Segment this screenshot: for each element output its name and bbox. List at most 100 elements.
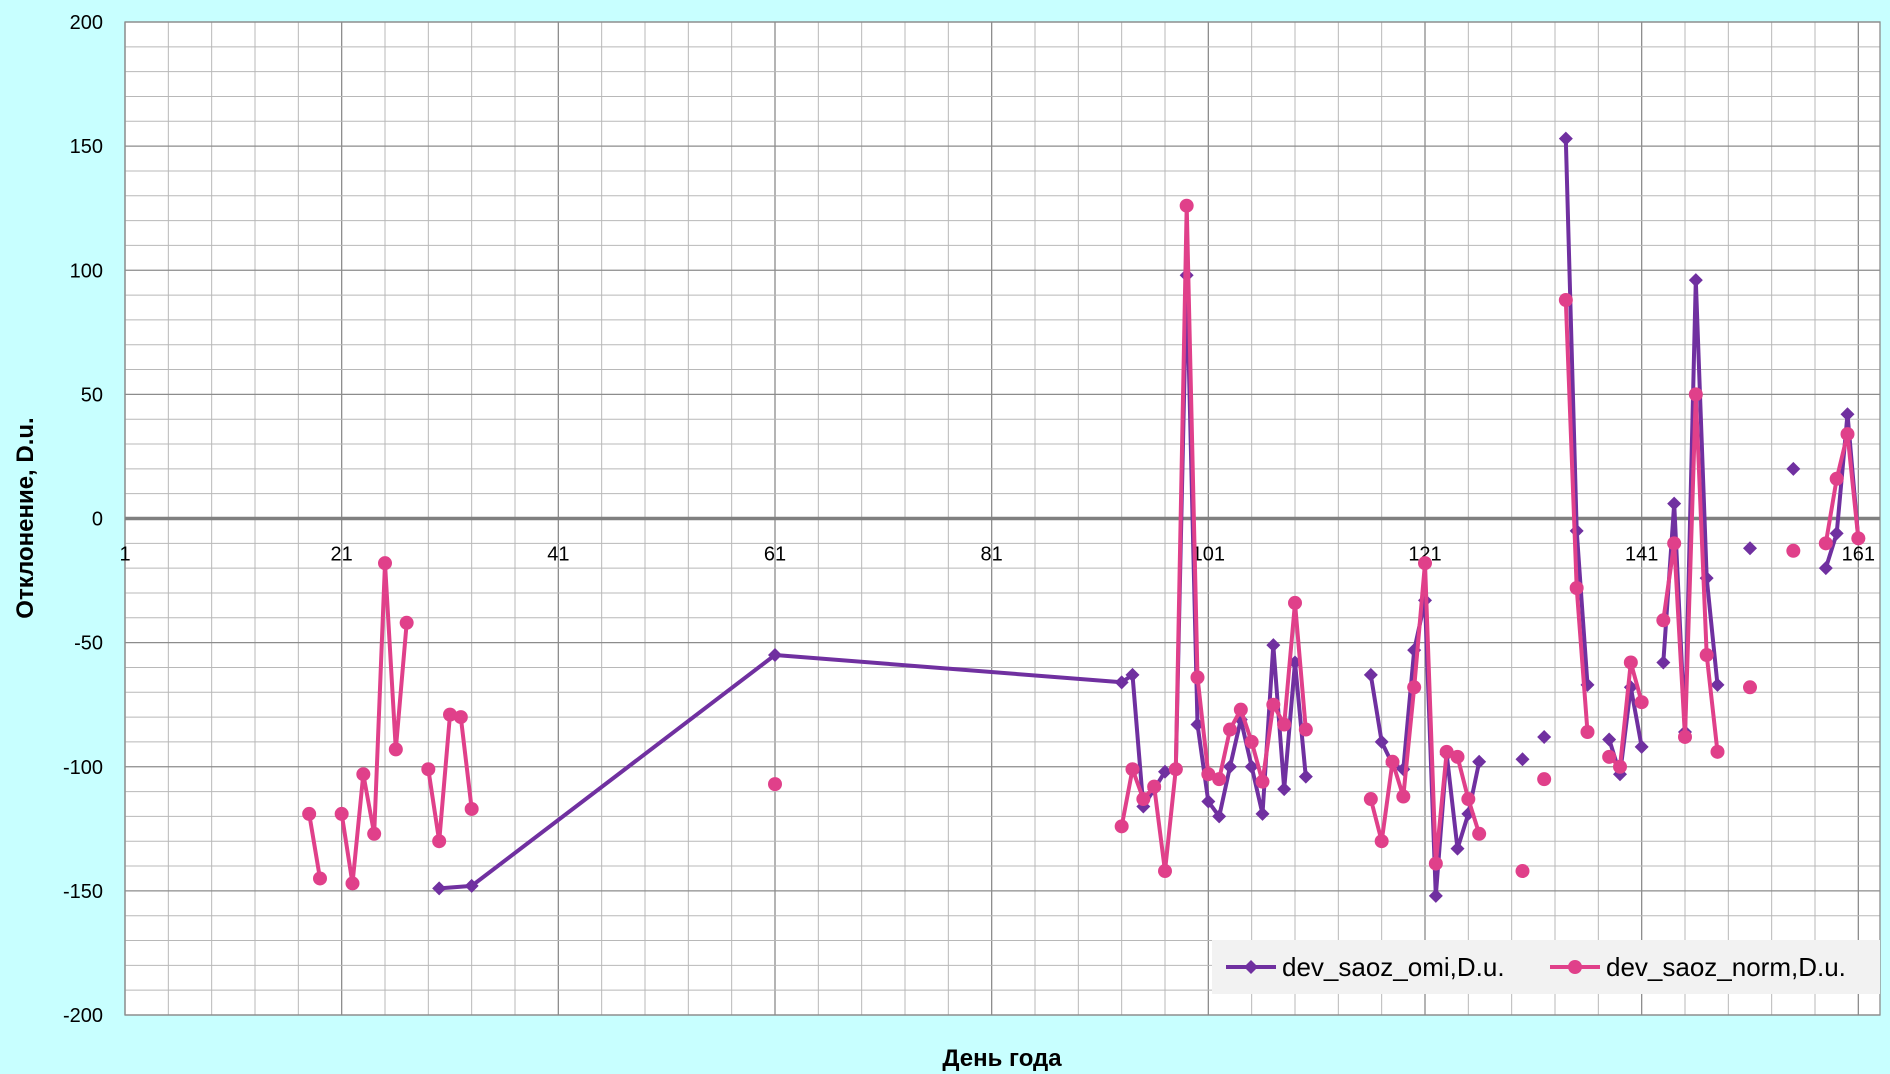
data-point: [1786, 461, 1801, 476]
legend: dev_saoz_omi,D.u. dev_saoz_norm,D.u.: [1212, 940, 1880, 994]
y-tick-label: 200: [70, 12, 103, 34]
data-point: [1450, 749, 1465, 764]
data-point: [1223, 759, 1237, 774]
legend-box: [1212, 940, 1880, 994]
legend-swatch-marker-norm: [1568, 960, 1582, 974]
data-point: [356, 767, 371, 782]
data-point: [1385, 754, 1400, 769]
data-point: [768, 777, 782, 792]
data-point: [1418, 556, 1432, 571]
data-point: [1602, 749, 1617, 764]
x-tick-label: 81: [981, 544, 1003, 566]
data-point: [1537, 772, 1552, 787]
y-axis-title: Отклонение, D.u.: [12, 417, 39, 618]
data-point: [1829, 526, 1844, 541]
data-point: [464, 801, 479, 816]
data-point: [1374, 734, 1389, 749]
data-point: [1710, 744, 1725, 759]
data-point: [1656, 613, 1671, 628]
x-tick-label: 21: [331, 544, 353, 566]
data-point: [1818, 561, 1833, 576]
data-point: [1667, 536, 1682, 551]
y-tick-label: 100: [70, 260, 103, 282]
data-point: [1255, 806, 1270, 821]
data-point: [1678, 729, 1692, 744]
data-point: [388, 742, 403, 757]
data-point: [1829, 471, 1844, 486]
x-tick-label: 121: [1408, 544, 1441, 566]
data-point: [1136, 792, 1151, 807]
data-point: [1558, 293, 1573, 308]
data-point: [1396, 789, 1411, 804]
data-point: [453, 710, 468, 725]
data-point: [1667, 496, 1682, 511]
data-point: [432, 881, 447, 896]
data-point: [1634, 695, 1649, 710]
y-tick-label: -200: [63, 1005, 103, 1027]
data-point: [1288, 595, 1302, 610]
data-point: [1472, 826, 1487, 841]
legend-label-omi: dev_saoz_omi,D.u.: [1282, 952, 1505, 982]
data-point: [1125, 667, 1140, 682]
series-norm: [302, 198, 1866, 891]
data-point: [464, 878, 479, 893]
y-tick-label: 0: [92, 509, 103, 531]
series-line-segment: [1607, 660, 1644, 769]
data-point: [1840, 427, 1855, 442]
data-point: [1158, 864, 1172, 879]
data-point: [1580, 724, 1595, 739]
data-point: [1428, 888, 1443, 903]
data-point: [1699, 648, 1714, 663]
x-axis-title: День года: [942, 1045, 1062, 1072]
data-point: [1710, 677, 1725, 692]
data-point: [1537, 729, 1552, 744]
data-point: [1656, 655, 1671, 670]
data-point: [334, 806, 349, 821]
data-point: [1786, 543, 1801, 558]
data-point: [421, 762, 436, 777]
data-point: [1201, 794, 1216, 809]
series-line-segment: [307, 813, 322, 879]
x-tick-label: 141: [1625, 544, 1658, 566]
data-point: [432, 834, 447, 849]
data-point: [1363, 667, 1378, 682]
grid-lines: [124, 21, 1881, 1016]
data-point: [1223, 722, 1237, 737]
x-tick-label: 161: [1842, 544, 1875, 566]
data-point: [1179, 198, 1194, 213]
data-point: [1190, 670, 1205, 685]
data-point: [1428, 856, 1443, 871]
x-tick-label: 101: [1192, 544, 1225, 566]
series-group: [302, 131, 1866, 903]
data-point: [1851, 531, 1866, 546]
legend-swatch-marker-omi: [1244, 960, 1258, 974]
data-point: [1255, 774, 1270, 789]
legend-label-norm: dev_saoz_norm,D.u.: [1606, 952, 1846, 982]
data-point: [1688, 387, 1703, 402]
data-point: [1168, 762, 1183, 777]
data-point: [1298, 769, 1313, 784]
data-point: [302, 806, 317, 821]
x-tick-label: 1: [119, 544, 130, 566]
y-tick-label: 150: [70, 136, 103, 158]
x-tick-label: 41: [547, 544, 569, 566]
data-point: [378, 556, 392, 571]
data-point: [1363, 792, 1378, 807]
y-tick-label: -100: [63, 757, 103, 779]
data-point: [1244, 734, 1259, 749]
data-point: [367, 826, 382, 841]
data-point: [399, 615, 414, 630]
series-line-segment: [1823, 432, 1861, 544]
data-point: [1461, 792, 1476, 807]
series-line-segment: [1661, 392, 1720, 753]
data-point: [443, 707, 457, 722]
data-point: [1277, 782, 1292, 797]
data-point: [1840, 407, 1855, 422]
data-point: [1634, 739, 1649, 754]
y-tick-label: 50: [81, 384, 103, 406]
data-point: [1558, 131, 1573, 146]
data-point: [1623, 655, 1638, 670]
